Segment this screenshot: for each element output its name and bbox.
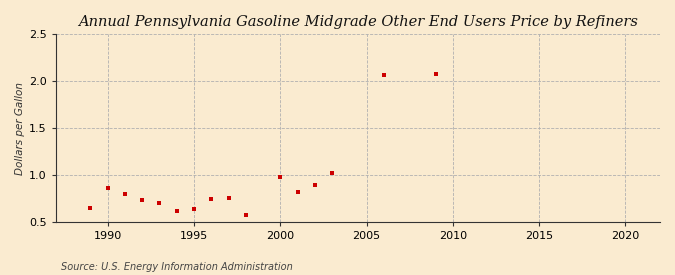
Point: [327, 171, 338, 176]
Point: [379, 73, 389, 77]
Point: [103, 186, 113, 191]
Point: [430, 72, 441, 76]
Text: Source: U.S. Energy Information Administration: Source: U.S. Energy Information Administ…: [61, 262, 292, 272]
Point: [292, 190, 303, 194]
Title: Annual Pennsylvania Gasoline Midgrade Other End Users Price by Refiners: Annual Pennsylvania Gasoline Midgrade Ot…: [78, 15, 638, 29]
Point: [137, 197, 148, 202]
Y-axis label: Dollars per Gallon: Dollars per Gallon: [15, 81, 25, 175]
Point: [275, 175, 286, 179]
Point: [223, 196, 234, 200]
Point: [206, 197, 217, 201]
Point: [240, 213, 251, 217]
Point: [119, 192, 130, 196]
Point: [154, 200, 165, 205]
Point: [309, 183, 320, 187]
Point: [188, 207, 199, 211]
Point: [85, 205, 96, 210]
Point: [171, 209, 182, 214]
